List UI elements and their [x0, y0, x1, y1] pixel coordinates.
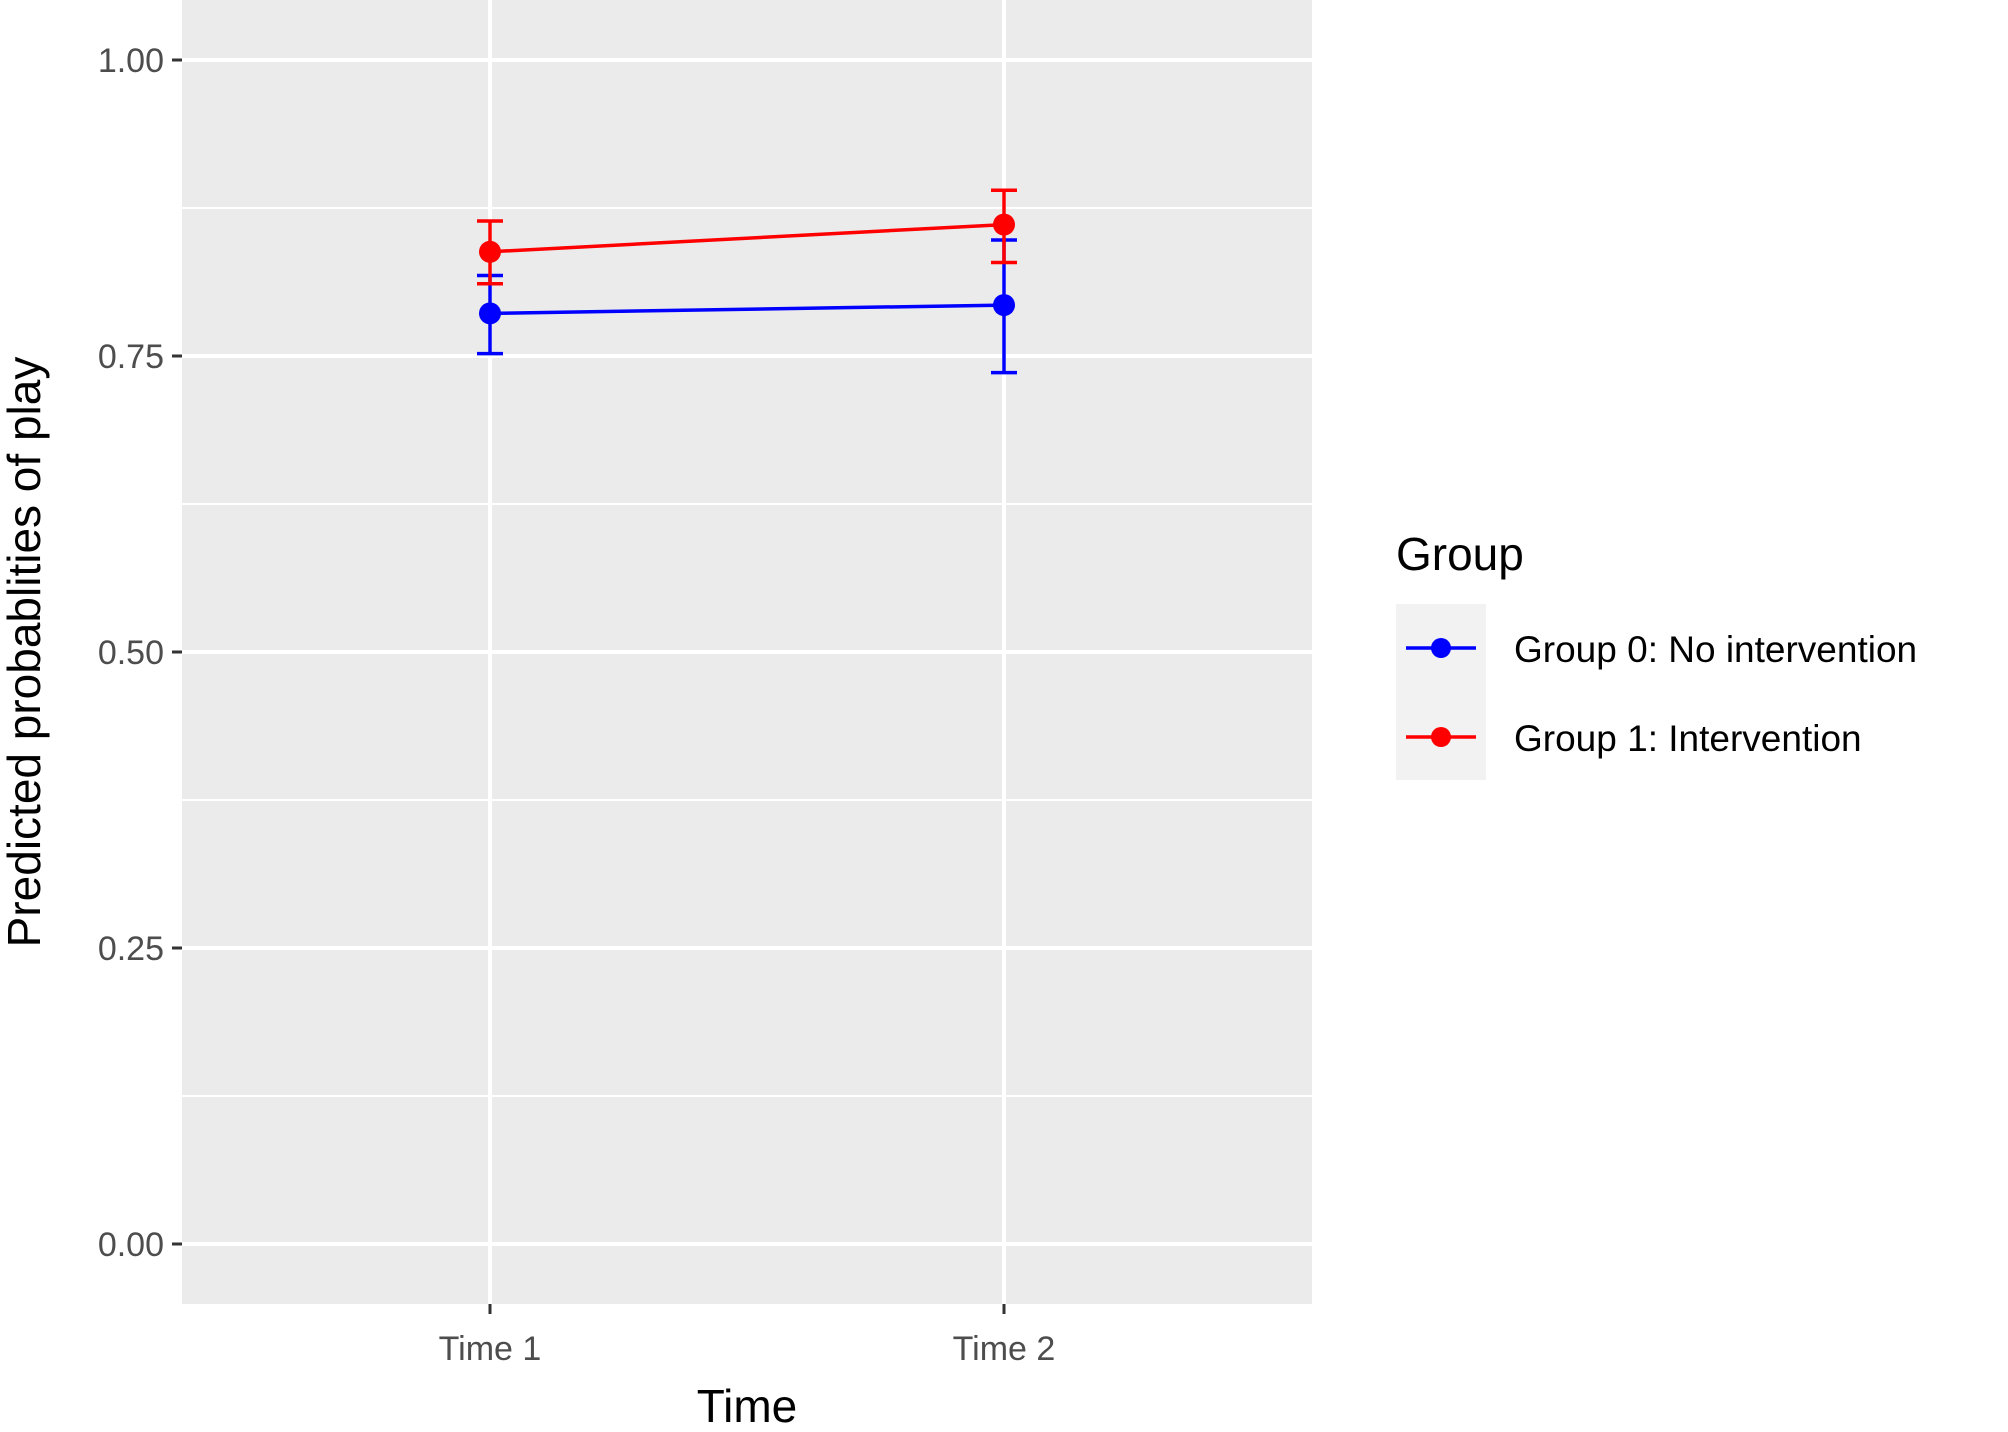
data-point — [479, 240, 501, 263]
data-point — [993, 294, 1015, 317]
legend-label-group-1: Group 1: Intervention — [1514, 718, 1862, 759]
data-point — [479, 302, 501, 325]
y-axis-title: Predicted probablities of play — [0, 357, 50, 948]
legend: Group Group 0: No intervention Group 1: … — [1396, 528, 1917, 780]
x-axis: Time 1 Time 2 — [439, 1304, 1056, 1368]
series-line — [489, 222, 1005, 254]
legend-title: Group — [1396, 528, 1524, 580]
legend-keys-background — [1396, 604, 1486, 780]
x-tick-label: Time 2 — [953, 1330, 1056, 1368]
y-tick-label: 0.75 — [98, 338, 164, 376]
grid-minor — [182, 207, 1312, 1097]
legend-item-group-0: Group 0: No intervention — [1406, 629, 1917, 670]
x-axis-title: Time — [697, 1380, 798, 1432]
legend-label-group-0: Group 0: No intervention — [1514, 629, 1917, 670]
legend-item-group-1: Group 1: Intervention — [1406, 718, 1862, 759]
series-1 — [477, 188, 1017, 286]
series-line — [489, 303, 1005, 316]
y-tick-label: 0.50 — [98, 634, 164, 672]
series-0 — [477, 238, 1017, 375]
data-point — [993, 213, 1015, 236]
legend-key-point-group-1 — [1431, 727, 1451, 747]
legend-key-point-group-0 — [1431, 638, 1451, 658]
y-tick-label: 0.00 — [98, 1226, 164, 1264]
y-axis: 0.00 0.25 0.50 0.75 1.00 — [98, 42, 182, 1264]
x-tick-label: Time 1 — [439, 1330, 542, 1368]
y-tick-label: 1.00 — [98, 42, 164, 80]
series-layer — [477, 188, 1017, 375]
y-tick-label: 0.25 — [98, 930, 164, 968]
